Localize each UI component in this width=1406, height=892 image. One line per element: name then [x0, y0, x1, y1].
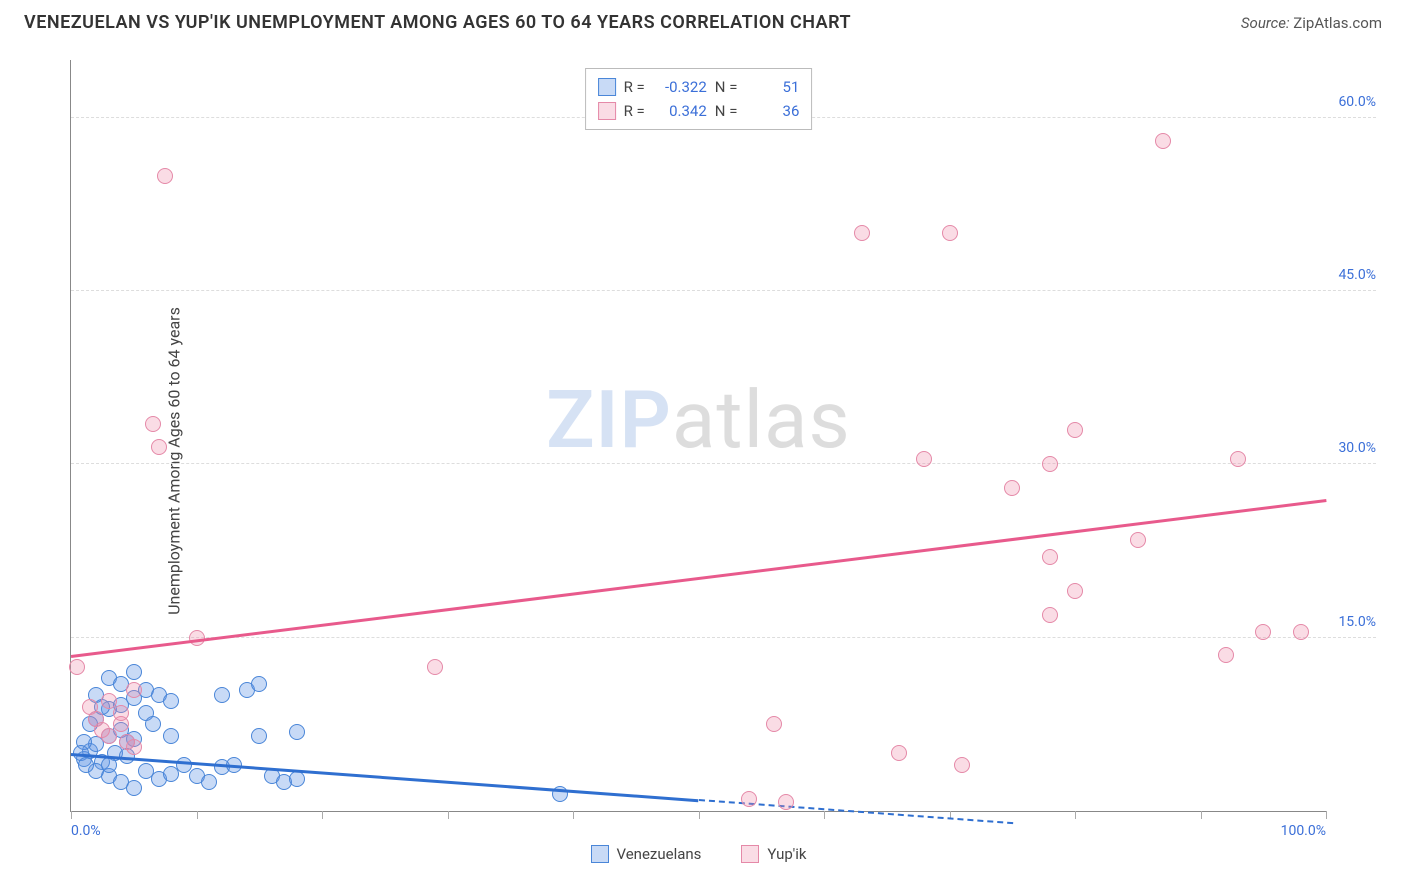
r-value-venezuelans: -0.322	[653, 75, 707, 99]
data-point	[94, 722, 110, 738]
legend-swatch-venezuelans	[598, 78, 616, 96]
data-point	[101, 757, 117, 773]
data-point	[1067, 583, 1083, 599]
watermark: ZIPatlas	[546, 373, 851, 467]
n-label: N =	[715, 99, 738, 123]
legend-item-venezuelans: Venezuelans	[591, 845, 702, 863]
legend-row-venezuelans: R = -0.322 N = 51	[598, 75, 800, 99]
data-point	[69, 659, 85, 675]
legend-label-yupik: Yup'ik	[767, 845, 806, 863]
data-point	[145, 716, 161, 732]
series-legend: Venezuelans Yup'ik	[591, 845, 807, 863]
data-point	[1067, 422, 1083, 438]
source-label: Source:	[1241, 14, 1290, 32]
header: VENEZUELAN VS YUP'IK UNEMPLOYMENT AMONG …	[0, 0, 1406, 33]
chart-title: VENEZUELAN VS YUP'IK UNEMPLOYMENT AMONG …	[24, 12, 851, 33]
data-point	[251, 676, 267, 692]
data-point	[891, 745, 907, 761]
data-point	[82, 699, 98, 715]
legend-row-yupik: R = 0.342 N = 36	[598, 99, 800, 123]
data-point	[1155, 133, 1171, 149]
y-tick-label: 15.0%	[1338, 614, 1376, 630]
n-value-venezuelans: 51	[745, 75, 799, 99]
x-tick-label: 100.0%	[1281, 823, 1326, 839]
data-point	[766, 716, 782, 732]
data-point	[916, 451, 932, 467]
watermark-part2: atlas	[672, 373, 851, 467]
correlation-legend: R = -0.322 N = 51 R = 0.342 N = 36	[585, 68, 813, 130]
r-label: R =	[624, 75, 645, 99]
legend-swatch-venezuelans	[591, 845, 609, 863]
scatter-plot: ZIPatlas R = -0.322 N = 51 R = 0.342 N =…	[70, 60, 1326, 812]
data-point	[78, 757, 94, 773]
x-tick	[197, 811, 198, 819]
data-point	[1130, 532, 1146, 548]
data-point	[1042, 607, 1058, 623]
data-point	[251, 728, 267, 744]
source-attribution: Source: ZipAtlas.com	[1241, 14, 1382, 32]
x-tick	[573, 811, 574, 819]
data-point	[126, 664, 142, 680]
gridline	[71, 637, 1376, 638]
data-point	[942, 225, 958, 241]
data-point	[163, 693, 179, 709]
x-tick	[1201, 811, 1202, 819]
data-point	[1255, 624, 1271, 640]
data-point	[1042, 456, 1058, 472]
x-tick	[322, 811, 323, 819]
data-point	[214, 687, 230, 703]
y-tick-label: 30.0%	[1338, 440, 1376, 456]
legend-swatch-yupik	[598, 102, 616, 120]
data-point	[1042, 549, 1058, 565]
n-label: N =	[715, 75, 738, 99]
data-point	[113, 705, 129, 721]
y-tick-label: 45.0%	[1338, 267, 1376, 283]
x-tick	[448, 811, 449, 819]
r-value-yupik: 0.342	[653, 99, 707, 123]
legend-label-venezuelans: Venezuelans	[617, 845, 702, 863]
gridline	[71, 463, 1376, 464]
data-point	[119, 734, 135, 750]
trend-line	[71, 499, 1326, 657]
watermark-part1: ZIP	[546, 373, 672, 467]
x-tick	[699, 811, 700, 819]
data-point	[201, 774, 217, 790]
gridline	[71, 290, 1376, 291]
data-point	[163, 728, 179, 744]
data-point	[1293, 624, 1309, 640]
x-tick	[1326, 811, 1327, 819]
data-point	[126, 682, 142, 698]
y-tick-label: 60.0%	[1338, 94, 1376, 110]
legend-swatch-yupik	[741, 845, 759, 863]
data-point	[1004, 480, 1020, 496]
x-tick	[1075, 811, 1076, 819]
x-tick	[71, 811, 72, 819]
data-point	[1230, 451, 1246, 467]
data-point	[778, 794, 794, 810]
data-point	[151, 439, 167, 455]
data-point	[1218, 647, 1234, 663]
data-point	[954, 757, 970, 773]
x-tick-label: 0.0%	[71, 823, 101, 839]
x-tick	[824, 811, 825, 819]
legend-item-yupik: Yup'ik	[741, 845, 806, 863]
plot-area: Unemployment Among Ages 60 to 64 years Z…	[30, 50, 1386, 872]
data-point	[289, 771, 305, 787]
source-value: ZipAtlas.com	[1293, 14, 1382, 32]
data-point	[157, 168, 173, 184]
data-point	[741, 791, 757, 807]
data-point	[427, 659, 443, 675]
data-point	[854, 225, 870, 241]
n-value-yupik: 36	[745, 99, 799, 123]
data-point	[289, 724, 305, 740]
data-point	[145, 416, 161, 432]
data-point	[126, 780, 142, 796]
r-label: R =	[624, 99, 645, 123]
